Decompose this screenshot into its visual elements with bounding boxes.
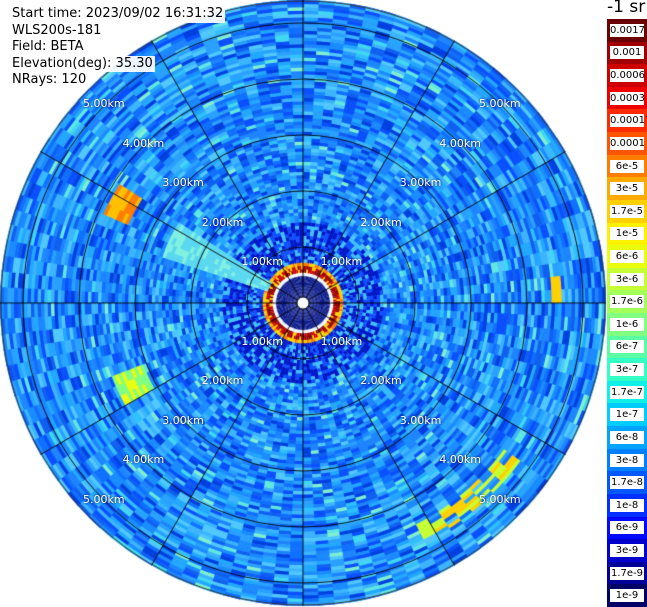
colorbar-tick-label: 0.0017 <box>610 23 645 37</box>
range-ring-label: 2.00km <box>360 374 402 388</box>
range-ring-label: 4.00km <box>439 453 481 467</box>
range-ring-label: 1.00km <box>241 334 283 348</box>
colorbar-tick-label: 1.7e-6 <box>610 295 644 309</box>
colorbar-tick-label: 6e-5 <box>610 159 644 173</box>
colorbar-tick-label: 6e-6 <box>610 249 644 263</box>
colorbar-tick-label: 6e-9 <box>610 521 644 535</box>
field-label: Field: BETA <box>10 39 86 56</box>
range-ring-label: 5.00km <box>83 97 125 110</box>
range-ring-label: 2.00km <box>360 215 402 229</box>
instrument-label: WLS200s-181 <box>10 22 104 39</box>
range-ring-label: 4.00km <box>122 136 165 150</box>
range-ring-label: 3.00km <box>399 413 442 427</box>
colorbar-tick-label: 3e-7 <box>610 363 644 377</box>
colorbar: 0.0017 0.001 0.0006 0.0003 0.00017 0.0001 6e-5… <box>607 19 647 607</box>
range-ring-label: 3.00km <box>162 413 204 427</box>
colorbar-tick-label: 3e-6 <box>610 272 644 286</box>
colorbar-tick-label: 0.00017 <box>610 114 647 128</box>
range-ring-label: 1.00km <box>241 255 283 269</box>
colorbar-tick-label: 3e-5 <box>610 182 644 196</box>
colorbar-tick-label: 1.7e-8 <box>610 476 644 490</box>
colorbar-tick-label: 0.001 <box>610 46 644 60</box>
colorbar-units-label: -1 sr <box>607 0 646 17</box>
range-ring-label: 2.00km <box>201 215 244 229</box>
colorbar-tick-label: 3e-9 <box>610 543 644 557</box>
colorbar-tick-label: 6e-8 <box>610 430 644 444</box>
range-ring-label: 2.00km <box>201 374 244 388</box>
range-ring-label: 3.00km <box>162 176 204 190</box>
range-ring-label: 4.00km <box>122 453 165 467</box>
range-ring-label: 3.00km <box>399 176 442 190</box>
colorbar-tick-label: 6e-7 <box>610 340 644 354</box>
colorbar-tick-label: 0.0003 <box>610 91 645 105</box>
colorbar-tick-label: 3e-8 <box>610 453 644 467</box>
colorbar-tick-label: 0.0001 <box>610 136 645 150</box>
elevation-label: Elevation(deg): 35.30 <box>10 55 155 72</box>
range-ring-label: 5.00km <box>478 492 521 506</box>
colorbar-tick-label: 1.7e-9 <box>610 566 644 580</box>
nrays-label: NRays: 120 <box>10 72 89 89</box>
range-ring-label: 4.00km <box>439 136 481 150</box>
start-time-label: Start time: 2023/09/02 16:31:32 <box>10 6 226 23</box>
colorbar-tick-label: 1e-7 <box>610 408 644 422</box>
range-ring-label: 5.00km <box>83 492 125 506</box>
colorbar-tick-label: 1.7e-7 <box>610 385 644 399</box>
colorbar-tick-label: 0.0006 <box>610 69 645 83</box>
colorbar-tick-label: 1e-6 <box>610 317 644 331</box>
range-ring-label: 1.00km <box>320 334 363 348</box>
range-ring-label: 1.00km <box>320 255 363 269</box>
colorbar-tick-label: 1.7e-5 <box>610 204 644 218</box>
range-ring-label: 5.00km <box>478 97 521 110</box>
colorbar-tick-label: 1e-8 <box>610 498 644 512</box>
colorbar-tick-label: 1e-9 <box>610 589 644 603</box>
scan-info-panel: Start time: 2023/09/02 16:31:32 WLS200s-… <box>10 6 226 89</box>
colorbar-tick-label: 1e-5 <box>610 227 644 241</box>
ppi-scan-plot <box>0 0 607 607</box>
